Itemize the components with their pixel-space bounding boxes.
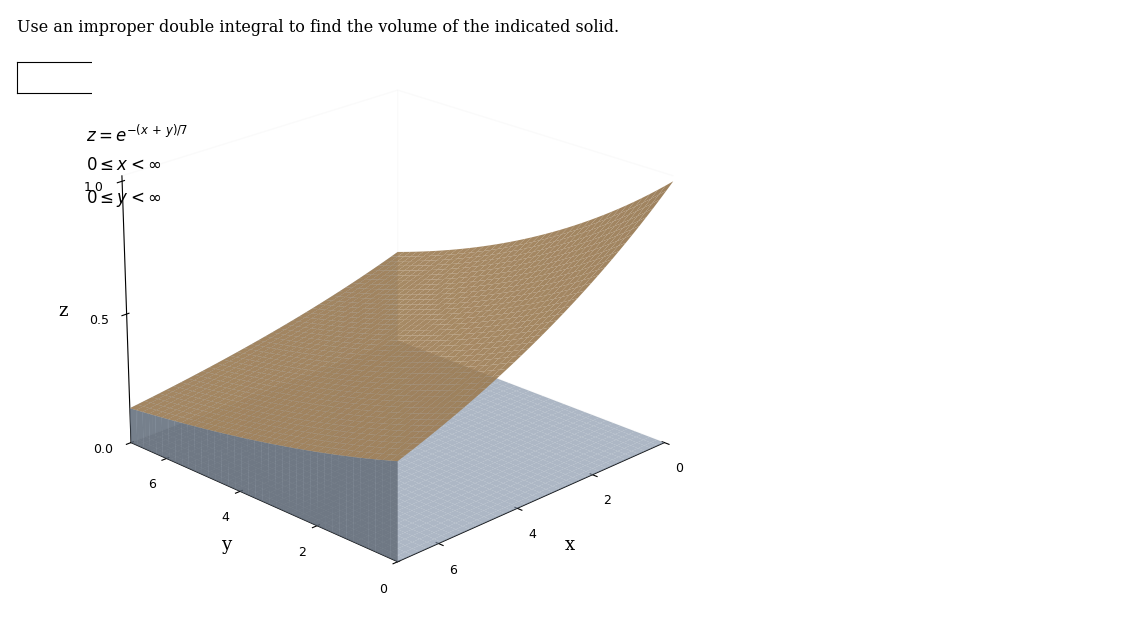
Text: Use an improper double integral to find the volume of the indicated solid.: Use an improper double integral to find … [17,19,619,36]
X-axis label: x: x [565,536,574,554]
Text: $0 \leq x < \infty$: $0 \leq x < \infty$ [86,157,162,174]
Text: $z = e^{-(x\, +\, y)/7}$: $z = e^{-(x\, +\, y)/7}$ [86,125,188,146]
Text: $0 \leq y < \infty$: $0 \leq y < \infty$ [86,188,162,209]
Y-axis label: y: y [221,536,230,554]
